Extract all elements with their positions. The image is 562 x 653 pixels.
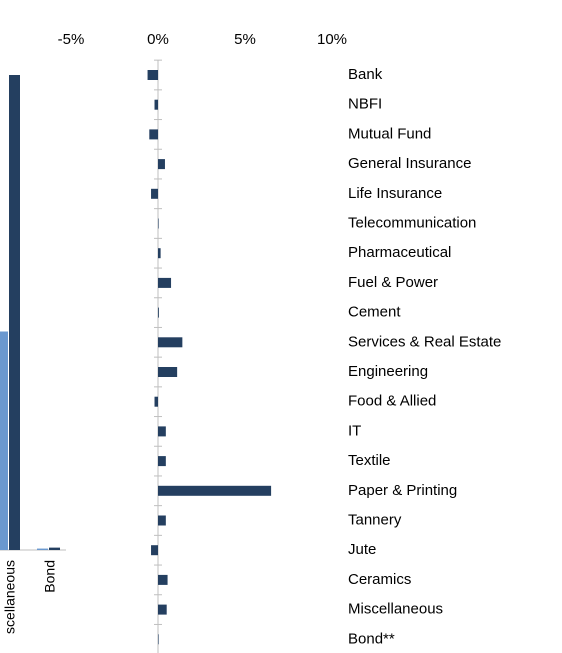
- bar: [158, 485, 272, 496]
- category-label: Services & Real Estate: [348, 333, 501, 350]
- x-tick-label: -5%: [58, 31, 85, 48]
- bar: [0, 331, 8, 550]
- bar: [158, 159, 165, 170]
- category-label: NBFI: [348, 96, 382, 113]
- bar: [151, 188, 158, 199]
- bar: [154, 99, 158, 110]
- category-label: Bank: [348, 66, 383, 83]
- bar: [154, 396, 158, 407]
- bar: [37, 548, 48, 550]
- category-label: Pharmaceutical: [348, 244, 451, 261]
- category-label: General Insurance: [348, 155, 471, 172]
- bar: [158, 367, 178, 377]
- x-tick-label: 10%: [317, 31, 347, 48]
- category-label: Textile: [348, 452, 391, 469]
- category-label: Telecommunication: [348, 214, 476, 231]
- bar: [149, 129, 158, 140]
- category-label: Tannery: [348, 511, 402, 528]
- category-label: Miscellaneous: [348, 601, 443, 618]
- bar: [158, 574, 168, 585]
- category-label: Food & Allied: [348, 393, 436, 410]
- bar: [158, 634, 159, 645]
- category-label: Paper & Printing: [348, 482, 457, 499]
- category-label: Ceramics: [348, 571, 411, 588]
- category-label: Life Insurance: [348, 185, 442, 202]
- x-tick-label: 0%: [147, 31, 169, 48]
- category-label: Fuel & Power: [348, 274, 438, 291]
- bar: [158, 337, 183, 348]
- bar: [158, 456, 166, 467]
- bar: [158, 277, 172, 288]
- bar: [158, 515, 166, 526]
- bar: [147, 70, 158, 80]
- x-tick-label: 5%: [234, 31, 256, 48]
- bar: [158, 604, 167, 615]
- category-label: Bond**: [348, 630, 395, 647]
- category-label: Jute: [348, 541, 376, 558]
- x-tick-label: scellaneous: [2, 560, 18, 634]
- bar: [49, 547, 60, 550]
- bar: [158, 307, 159, 318]
- bar: [151, 545, 158, 556]
- bar: [158, 248, 161, 259]
- category-label: IT: [348, 422, 361, 439]
- category-label: Mutual Fund: [348, 125, 431, 142]
- category-label: Cement: [348, 304, 401, 321]
- x-tick-label: Bond: [42, 560, 58, 593]
- bar: [158, 218, 159, 229]
- category-label: Engineering: [348, 363, 428, 380]
- bar: [158, 426, 166, 437]
- bar: [9, 75, 20, 550]
